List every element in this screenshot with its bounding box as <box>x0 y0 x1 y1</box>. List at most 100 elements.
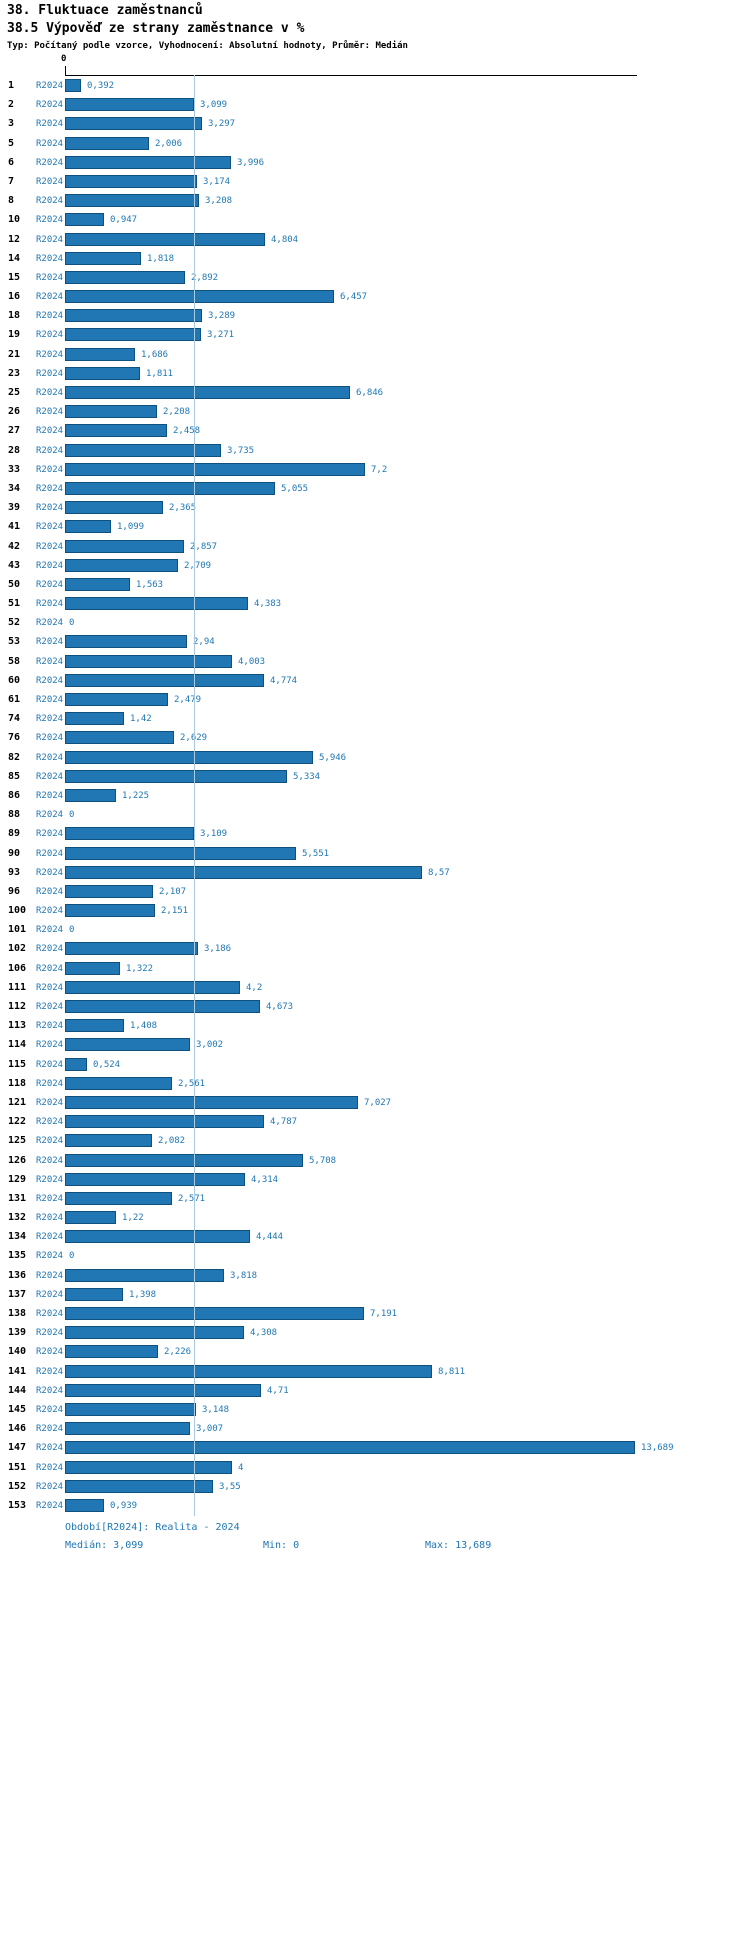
bar-value-label: 4,787 <box>270 1117 298 1128</box>
bar-value-label: 2,208 <box>163 407 191 418</box>
bar-value-label: 0,939 <box>110 1500 138 1511</box>
bar <box>65 194 199 208</box>
chart-row: 8 R2024 3,208 <box>0 191 750 210</box>
row-number: 121 <box>8 1096 27 1108</box>
bar <box>65 270 185 284</box>
row-number: 136 <box>8 1269 27 1281</box>
bar <box>65 904 155 918</box>
chart-row: 106 R2024 1,322 <box>0 959 750 978</box>
row-series-label: R2024 <box>36 368 64 379</box>
row-number: 39 <box>8 502 21 514</box>
median-line <box>194 75 195 1516</box>
bar <box>65 1498 104 1512</box>
chart-row: 14 R2024 1,818 <box>0 249 750 268</box>
bar-value-label: 2,629 <box>180 733 207 743</box>
bar <box>65 1345 158 1359</box>
chart-row: 53 R2024 2,94 <box>0 632 750 651</box>
bar-value-label: 1,42 <box>130 714 152 725</box>
row-number: 41 <box>8 521 21 533</box>
bar-value-label: 5,708 <box>309 1155 337 1166</box>
row-series-label: R2024 <box>36 1136 64 1147</box>
row-number: 118 <box>8 1077 27 1089</box>
bar <box>65 827 194 841</box>
chart-row: 114 R2024 3,002 <box>0 1035 750 1054</box>
row-series-label: R2024 <box>36 483 64 494</box>
row-series-label: R2024 <box>36 963 64 974</box>
bar <box>65 155 231 169</box>
chart-row: 147 R2024 13,689 <box>0 1438 750 1457</box>
chart-row: 15 R2024 2,892 <box>0 268 750 287</box>
bar <box>65 1095 358 1109</box>
bar <box>65 1134 152 1148</box>
bar-value-label: 1,225 <box>122 790 150 801</box>
row-series-label: R2024 <box>36 522 64 533</box>
bar <box>65 424 167 438</box>
row-number: 96 <box>8 885 21 897</box>
row-number: 19 <box>8 329 21 341</box>
chart-row: 43 R2024 2,709 <box>0 556 750 575</box>
row-series-label: R2024 <box>36 906 64 917</box>
bar-value-label: 5,551 <box>302 848 330 859</box>
row-number: 7 <box>8 175 15 187</box>
row-series-label: R2024 <box>36 1002 64 1012</box>
bar <box>65 884 153 898</box>
bar <box>65 980 240 994</box>
row-series-label: R2024 <box>36 790 64 801</box>
chart-row: 139 R2024 4,308 <box>0 1323 750 1342</box>
row-series-label: R2024 <box>36 656 64 667</box>
row-number: 106 <box>8 962 27 974</box>
chart-row: 136 R2024 3,818 <box>0 1266 750 1285</box>
chart-row: 61 R2024 2,479 <box>0 690 750 709</box>
bar <box>65 635 187 649</box>
bar <box>65 462 365 476</box>
bar <box>65 673 264 687</box>
chart-row: 42 R2024 2,857 <box>0 537 750 556</box>
row-series-label: R2024 <box>36 138 64 149</box>
bar <box>65 1422 190 1436</box>
row-series-label: R2024 <box>36 1366 64 1377</box>
chart-row: 12 R2024 4,804 <box>0 230 750 249</box>
bar <box>65 693 168 706</box>
row-series-label: R2024 <box>36 1174 64 1185</box>
chart-row: 18 R2024 3,289 <box>0 306 750 325</box>
chart-row: 113 R2024 1,408 <box>0 1016 750 1035</box>
row-series-label: R2024 <box>36 119 64 130</box>
bar-value-label: 4,383 <box>254 599 282 610</box>
bar <box>65 1460 232 1474</box>
row-number: 27 <box>8 425 21 437</box>
row-number: 3 <box>8 118 15 130</box>
bar-value-label: 4,673 <box>266 1002 294 1012</box>
bar-value-label: 7,2 <box>371 464 388 475</box>
chart-row: 33 R2024 7,2 <box>0 460 750 479</box>
chart-row: 34 R2024 5,055 <box>0 479 750 498</box>
chart-row: 137 R2024 1,398 <box>0 1285 750 1304</box>
footer-max-label: Max: 13,689 <box>425 1540 492 1551</box>
row-number: 113 <box>8 1020 27 1032</box>
chart-row: 82 R2024 5,946 <box>0 748 750 767</box>
chart-row: 152 R2024 3,55 <box>0 1477 750 1496</box>
chart-row: 88 R2024 0 <box>0 805 750 824</box>
row-number: 28 <box>8 444 21 456</box>
chart-row: 122 R2024 4,787 <box>0 1112 750 1131</box>
row-series-label: R2024 <box>36 1193 64 1204</box>
row-series-label: R2024 <box>36 426 64 437</box>
row-series-label: R2024 <box>36 886 64 897</box>
bar-value-label: 4,314 <box>251 1174 279 1185</box>
row-number: 138 <box>8 1308 27 1319</box>
row-series-label: R2024 <box>36 1270 64 1281</box>
row-series-label: R2024 <box>36 848 64 859</box>
bar-value-label: 4 <box>238 1462 244 1473</box>
bar <box>65 750 313 764</box>
chart-row: 153 R2024 0,939 <box>0 1496 750 1515</box>
row-number: 25 <box>8 387 21 398</box>
bar-value-label: 2,458 <box>173 426 201 437</box>
row-number: 14 <box>8 252 21 264</box>
bar-value-label: 3,996 <box>237 157 265 168</box>
row-series-label: R2024 <box>36 1328 64 1339</box>
chart-row: 118 R2024 2,561 <box>0 1074 750 1093</box>
chart-row: 26 R2024 2,208 <box>0 402 750 421</box>
row-series-label: R2024 <box>36 503 64 514</box>
row-series-label: R2024 <box>36 1078 64 1089</box>
bar <box>65 1076 172 1090</box>
